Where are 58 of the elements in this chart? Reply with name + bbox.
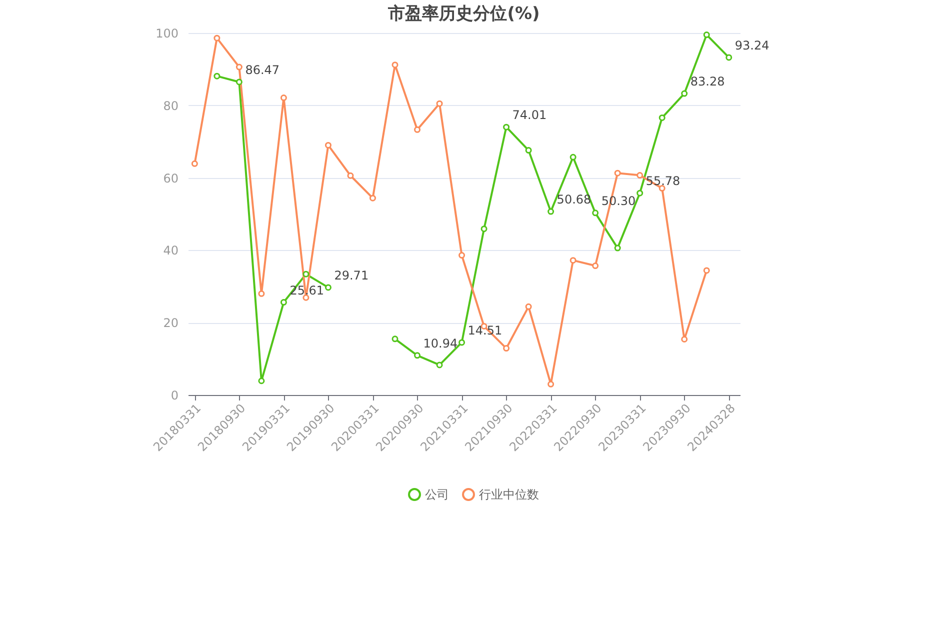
point (347, 172, 354, 179)
point (236, 78, 242, 86)
point (480, 226, 488, 232)
point (392, 62, 398, 68)
point (570, 154, 576, 160)
point (592, 262, 599, 270)
data-label: 86.47 (245, 62, 280, 77)
legend-label: 公司 (425, 488, 449, 502)
point (191, 160, 198, 167)
point (458, 252, 466, 259)
point (726, 54, 732, 61)
point (436, 362, 443, 368)
point (570, 257, 576, 264)
point (503, 124, 510, 130)
point (636, 190, 644, 196)
point (525, 147, 532, 154)
point (548, 380, 554, 388)
point (280, 299, 287, 306)
data-label: 83.28 (690, 74, 725, 89)
point (658, 114, 666, 121)
point (703, 267, 710, 274)
point (436, 100, 443, 107)
data-label: 29.71 (334, 268, 369, 282)
point (636, 172, 644, 179)
point (525, 303, 532, 310)
data-label: 93.24 (734, 38, 770, 52)
point (681, 336, 688, 342)
point (258, 290, 265, 297)
legend-label: 行业中位数 (479, 488, 539, 502)
y-tick-label: 0 (170, 388, 178, 402)
point (681, 90, 688, 97)
point (214, 34, 220, 42)
point (414, 126, 421, 133)
point (458, 339, 466, 346)
point (369, 194, 376, 202)
point (392, 336, 398, 342)
point (324, 142, 332, 148)
y-tick-label: 100 (156, 26, 178, 40)
chart-title: 市盈率历史分位(%) (387, 4, 540, 24)
point (236, 64, 242, 70)
point (614, 170, 621, 176)
y-tick-label: 60 (163, 171, 178, 186)
data-label: 10.94 (423, 336, 458, 350)
y-tick-label: 80 (163, 98, 178, 113)
point (592, 210, 599, 216)
point (414, 352, 421, 359)
point (503, 345, 510, 352)
data-label: 74.01 (512, 108, 547, 122)
point (614, 244, 621, 252)
point (214, 72, 220, 80)
point (258, 378, 265, 384)
point (280, 94, 287, 102)
y-tick-label: 20 (163, 316, 178, 330)
point (302, 270, 310, 278)
point (324, 284, 332, 291)
point (548, 208, 554, 215)
point (703, 32, 710, 38)
y-tick-label: 40 (163, 244, 178, 258)
